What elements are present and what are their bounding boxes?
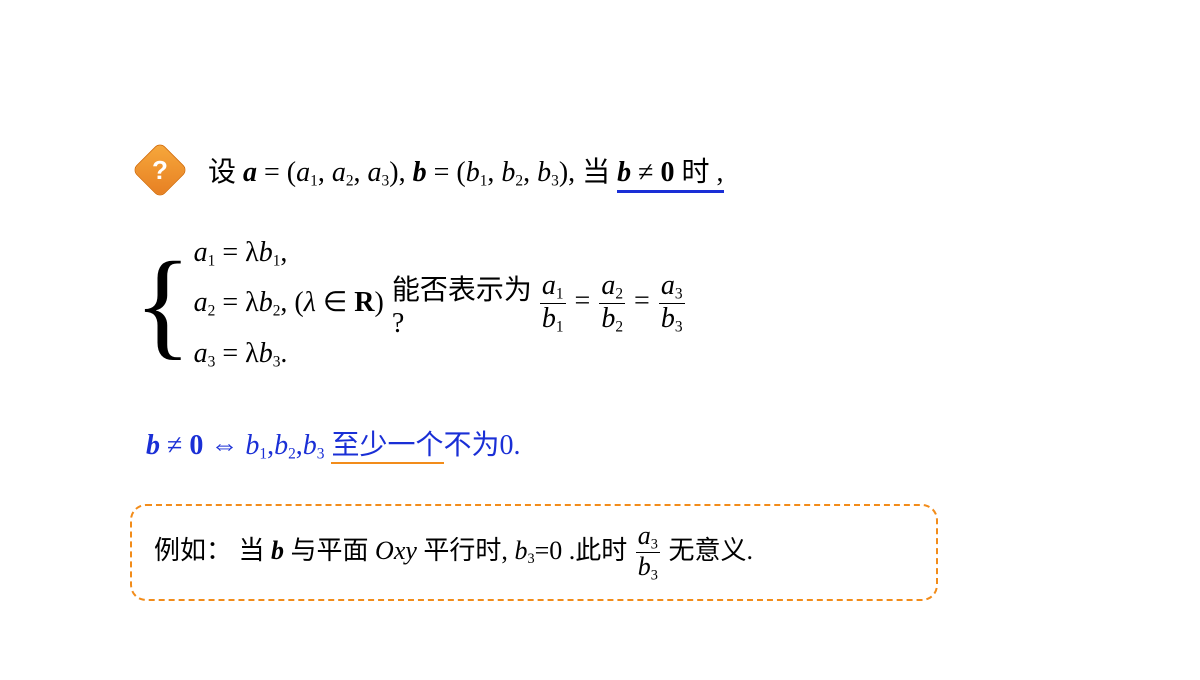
question-text: 能否表示为 ? (392, 268, 532, 340)
underlined-condition: b ≠ 0 时 , (617, 157, 723, 193)
left-brace-icon: { (134, 249, 192, 359)
line-2: { a1 = λb1, a2 = λb2, (λ ∈ R) a3 = λb3. … (134, 228, 1070, 379)
question-diamond-icon: ? (130, 140, 190, 200)
blue-condition: b ≠ 0 ⇔ b1,b2,b3 (146, 430, 324, 464)
line1-text: 设 a = (a1, a2, a3), b = (b1, b2, b3), 当 … (208, 150, 724, 191)
fraction-equation: a1b1 = a2b2 = a3b3 (538, 271, 687, 336)
equation-system: a1 = λb1, a2 = λb2, (λ ∈ R) a3 = λb3. (194, 228, 384, 379)
line-3: b ≠ 0 ⇔ b1,b2,b3 至少一个不为0. (146, 423, 1070, 464)
example-box: 例如： 当 b 与平面 Oxy 平行时, b3=0 .此时 a3 b3 无意义. (130, 504, 938, 602)
line-1: ? 设 a = (a1, a2, a3), b = (b1, b2, b3), … (130, 140, 1070, 200)
at-least-one-text: 至少一个不为0. (331, 423, 520, 463)
